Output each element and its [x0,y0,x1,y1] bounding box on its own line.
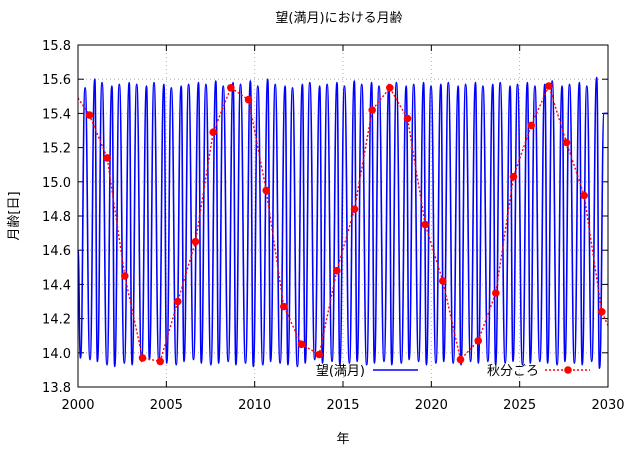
x-axis-label: 年 [336,432,349,447]
series-autumn-equinox-point [315,350,324,359]
y-tick-label: 15.2 [42,142,71,157]
chart-title: 望(満月)における月齢 [275,10,402,26]
y-tick-label: 14.0 [42,347,71,362]
legend-label-autumn-equinox: 秋分ごろ [487,363,539,379]
series-autumn-equinox-point [209,128,217,136]
x-tick-label: 2020 [415,398,448,413]
x-axis-ticks: 2000 2005 2010 2015 2020 2025 2030 [61,45,625,413]
series-autumn-equinox-point [509,172,518,181]
y-axis-ticks: 13.8 14.0 14.2 14.4 14.6 14.8 15.0 15.2 15.4 15.6… [42,39,608,396]
series-autumn-equinox-point [580,191,588,200]
series-autumn-equinox-point [262,186,271,195]
series-autumn-equinox-point [386,84,394,92]
x-tick-label: 2000 [61,398,94,413]
series-autumn-equinox-point [85,111,94,119]
series-autumn-equinox-point [280,302,288,311]
y-tick-label: 14.2 [42,313,71,328]
series-autumn-equinox-point [403,114,412,123]
x-tick-label: 2005 [150,398,183,413]
y-tick-label: 15.6 [42,73,71,88]
series-autumn-equinox-point [174,297,182,306]
plot-frame [77,44,609,388]
legend: 望(満月) 秋分ごろ [316,363,590,379]
y-tick-label: 14.4 [42,278,71,293]
y-tick-label: 15.4 [42,107,71,122]
series-autumn-equinox-point [244,95,253,104]
series-autumn-equinox-point [191,237,200,246]
series-autumn-equinox-point [492,289,500,297]
x-tick-label: 2025 [503,398,536,413]
x-tick-label: 2010 [238,398,271,413]
series-autumn-equinox-point [474,337,483,345]
series-autumn-equinox-point [156,357,164,366]
series-autumn-equinox-point [350,205,359,213]
series-autumn-equinox-point [421,220,430,229]
series-autumn-equinox-point [138,354,147,362]
x-tick-label: 2030 [591,398,624,413]
series-autumn-equinox-point [368,106,377,114]
y-tick-label: 14.8 [42,210,71,225]
series-autumn-equinox-point [439,277,447,285]
y-tick-label: 14.6 [42,244,71,259]
x-tick-label: 2015 [326,398,359,413]
series-autumn-equinox-point [545,82,553,90]
legend-marker-autumn-equinox [564,366,572,374]
series-autumn-equinox-line [77,84,609,363]
series-full-moon-line [77,76,608,370]
series-autumn-equinox-point [103,154,111,162]
legend-label-full-moon: 望(満月) [316,363,365,379]
series-autumn-equinox-point [562,138,571,147]
y-tick-label: 15.8 [42,39,71,54]
series-autumn-equinox-point [297,340,306,349]
y-tick-label: 13.8 [42,381,71,396]
y-tick-label: 15.0 [42,176,71,191]
series-autumn-equinox-point [227,84,235,92]
series-autumn-equinox-point [456,355,465,364]
series-autumn-equinox-point [527,121,535,130]
plot-area [77,76,609,370]
y-axis-label: 月齢[日] [7,191,22,240]
series-autumn-equinox-point [333,266,341,275]
series-autumn-equinox-point [598,308,606,316]
series-autumn-equinox-point [121,272,129,280]
